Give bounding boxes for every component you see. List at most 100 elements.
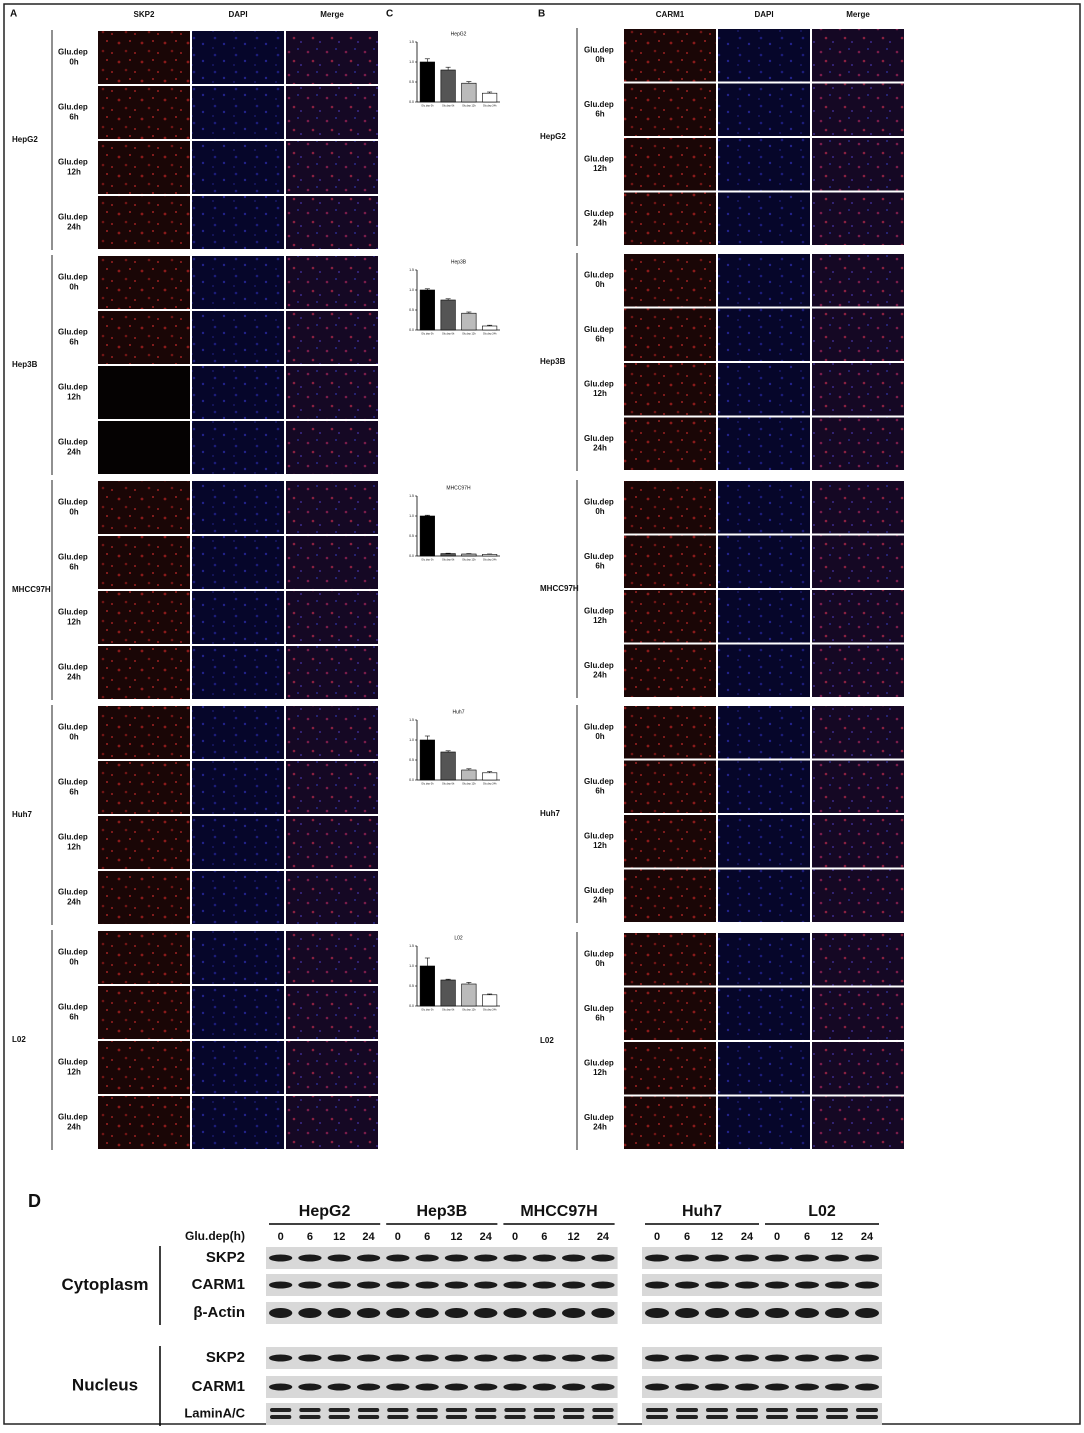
panel-label: C (386, 9, 393, 20)
micrograph (812, 815, 904, 868)
x-tick-label: Glu.dep 24h (483, 105, 497, 108)
band (676, 1415, 698, 1419)
blot-strip (266, 1403, 618, 1425)
micrograph (624, 1042, 716, 1095)
row-label: Glu.dep 0h (58, 48, 90, 67)
band (415, 1281, 439, 1289)
row-label: Glu.dep 24h (584, 434, 616, 453)
micrograph (192, 591, 284, 644)
micrograph (718, 363, 810, 416)
band (415, 1354, 439, 1362)
row-label: Glu.dep 6h (584, 100, 616, 119)
micrograph (624, 1096, 716, 1149)
row-label: Glu.dep 24h (58, 1113, 90, 1132)
row-label: Glu.dep 12h (58, 1058, 90, 1077)
micrograph (624, 933, 716, 986)
band (387, 1408, 409, 1412)
band (416, 1415, 438, 1419)
micrograph (624, 417, 716, 470)
bar (482, 92, 498, 103)
x-tick-label: Glu.dep 12h (462, 559, 476, 562)
band (327, 1254, 351, 1262)
band (562, 1254, 586, 1262)
micrograph (812, 760, 904, 813)
band (504, 1408, 526, 1412)
band (796, 1408, 818, 1412)
band (415, 1308, 439, 1318)
fraction-label: Nucleus (72, 1375, 138, 1394)
band (765, 1354, 789, 1362)
micrograph (192, 31, 284, 84)
time-point: 24 (597, 1231, 610, 1243)
band (825, 1354, 849, 1362)
bar (440, 299, 456, 331)
band (386, 1254, 410, 1262)
row-label: Glu.dep 12h (584, 380, 616, 399)
micrograph (624, 535, 716, 588)
band (269, 1354, 293, 1362)
band (796, 1415, 818, 1419)
band (765, 1383, 789, 1391)
row-label: Glu.dep 12h (584, 832, 616, 851)
row-label: Glu.dep 6h (584, 552, 616, 571)
micrograph (718, 254, 810, 307)
bar (419, 515, 435, 557)
band (592, 1408, 614, 1412)
band (705, 1354, 729, 1362)
x-tick-label: Glu.dep 0h (421, 105, 434, 108)
band (765, 1308, 789, 1318)
micrograph (718, 706, 810, 759)
row-label: Glu.dep 6h (584, 1004, 616, 1023)
micrograph (98, 931, 190, 984)
band (270, 1415, 292, 1419)
blot-strip (266, 1247, 618, 1269)
micrograph (286, 931, 378, 984)
band (825, 1281, 849, 1289)
micrograph (192, 256, 284, 309)
chart-title: Hep3B (451, 259, 467, 265)
time-point: 24 (480, 1231, 493, 1243)
cell-line-header: HepG2 (299, 1203, 351, 1220)
bar (440, 69, 456, 103)
row-label: Glu.dep 24h (584, 1113, 616, 1132)
x-tick-label: Glu.dep 24h (483, 783, 497, 786)
micrograph (812, 1096, 904, 1149)
micrograph (624, 254, 716, 307)
band (299, 1415, 321, 1419)
micrograph (98, 86, 190, 139)
cell-line-label: HepG2 (540, 132, 566, 141)
band (591, 1354, 615, 1362)
x-tick-label: Glu.dep 12h (462, 105, 476, 108)
micrograph (286, 646, 378, 699)
y-tick-label: 1.5 (409, 40, 414, 44)
micrograph (624, 192, 716, 245)
band (562, 1383, 586, 1391)
cell-line-header: Hep3B (416, 1203, 467, 1220)
micrograph (718, 590, 810, 643)
band (504, 1415, 526, 1419)
row-label: Glu.dep 12h (58, 383, 90, 402)
micrograph (192, 366, 284, 419)
band (856, 1415, 878, 1419)
x-tick-label: Glu.dep 0h (421, 333, 434, 336)
band (269, 1383, 293, 1391)
micrograph (624, 138, 716, 191)
column-header: CARM1 (656, 10, 685, 19)
blot-strip (642, 1274, 882, 1296)
micrograph (624, 706, 716, 759)
row-label: Glu.dep 6h (58, 328, 90, 347)
band (503, 1383, 527, 1391)
row-label: Glu.dep 6h (584, 777, 616, 796)
micrograph (718, 29, 810, 82)
micrograph (192, 141, 284, 194)
y-tick-label: 0.5 (409, 80, 414, 84)
band (705, 1308, 729, 1318)
micrograph (286, 31, 378, 84)
band (298, 1254, 322, 1262)
micrograph (192, 196, 284, 249)
time-point: 24 (362, 1231, 375, 1243)
band (503, 1254, 527, 1262)
y-tick-label: 0.5 (409, 984, 414, 988)
band (826, 1415, 848, 1419)
band (735, 1281, 759, 1289)
